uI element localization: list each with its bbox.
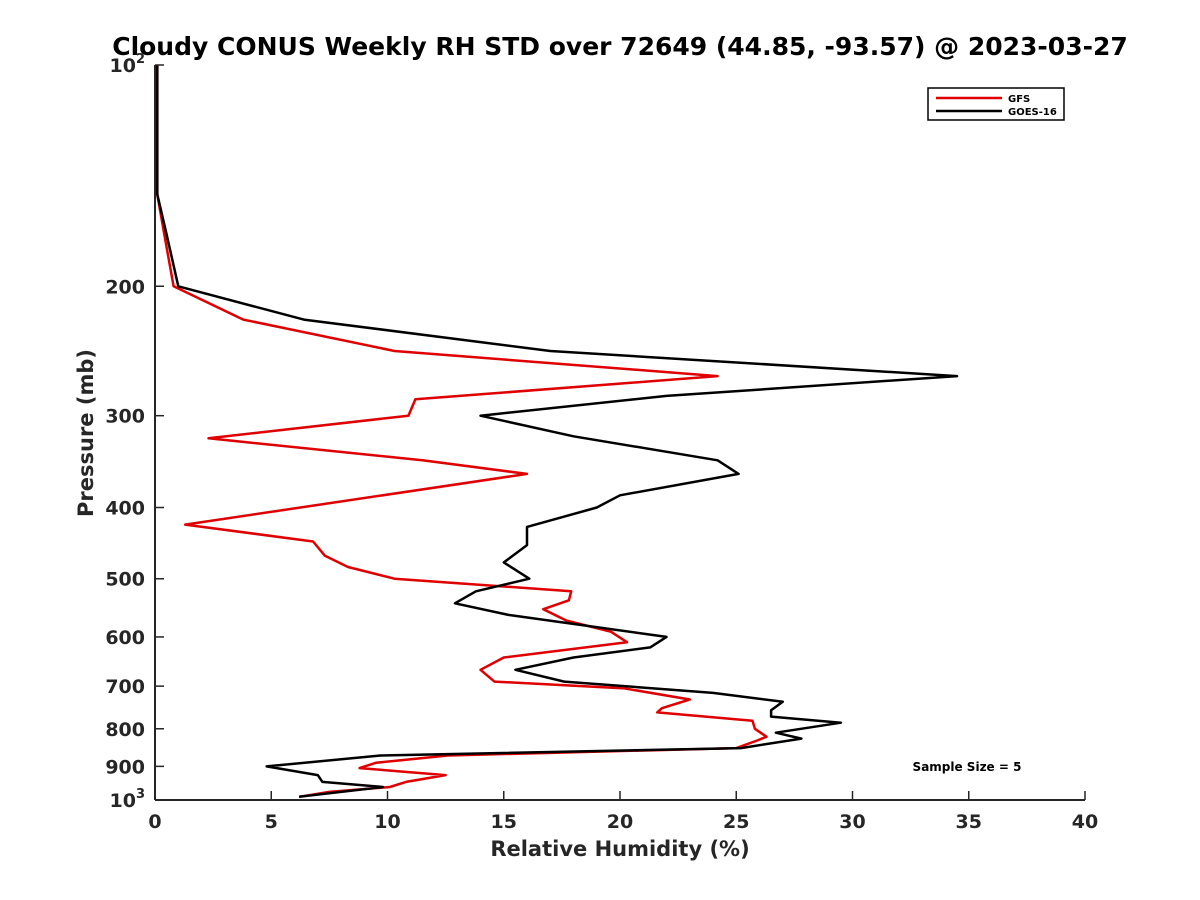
y-tick-label: 500 xyxy=(105,569,145,591)
plot-area: 0 5 10 15 20 25 30 35 40 102 200 300 400 500 600 700 80… xyxy=(105,52,1098,833)
x-axis-label: Relative Humidity (%) xyxy=(490,837,749,861)
chart-title: Cloudy CONUS Weekly RH STD over 72649 (4… xyxy=(112,32,1128,61)
legend-label-gfs: GFS xyxy=(1008,94,1030,105)
x-tick-label: 35 xyxy=(956,811,982,833)
y-tick-label: 900 xyxy=(105,756,145,778)
y-tick-label: 102 xyxy=(110,52,146,77)
legend-box xyxy=(927,87,1065,121)
x-tick-label: 10 xyxy=(374,811,400,833)
y-tick-label: 103 xyxy=(110,787,146,812)
y-axis-label: Pressure (mb) xyxy=(74,349,98,517)
y-tick-label: 400 xyxy=(105,498,145,520)
y-axis-ticks: 102 200 300 400 500 600 700 800 900 103 xyxy=(105,52,164,812)
x-tick-label: 40 xyxy=(1072,811,1098,833)
x-axis-ticks: 0 5 10 15 20 25 30 35 40 xyxy=(148,791,1098,833)
x-tick-label: 20 xyxy=(607,811,633,833)
y-tick-label: 600 xyxy=(105,627,145,649)
y-tick-label: 800 xyxy=(105,719,145,741)
legend: GFS GOES-16 xyxy=(927,87,1065,121)
x-tick-label: 5 xyxy=(265,811,278,833)
x-tick-label: 30 xyxy=(839,811,865,833)
x-tick-label: 15 xyxy=(491,811,517,833)
x-tick-label: 0 xyxy=(148,811,161,833)
legend-label-goes16: GOES-16 xyxy=(1008,107,1057,118)
y-tick-label: 200 xyxy=(105,276,145,298)
series-line-goes16 xyxy=(156,65,959,799)
series-layer xyxy=(156,65,959,799)
y-tick-label: 300 xyxy=(105,406,145,428)
x-tick-label: 25 xyxy=(723,811,749,833)
sample-size-annotation: Sample Size = 5 xyxy=(913,760,1022,774)
y-tick-label: 700 xyxy=(105,676,145,698)
